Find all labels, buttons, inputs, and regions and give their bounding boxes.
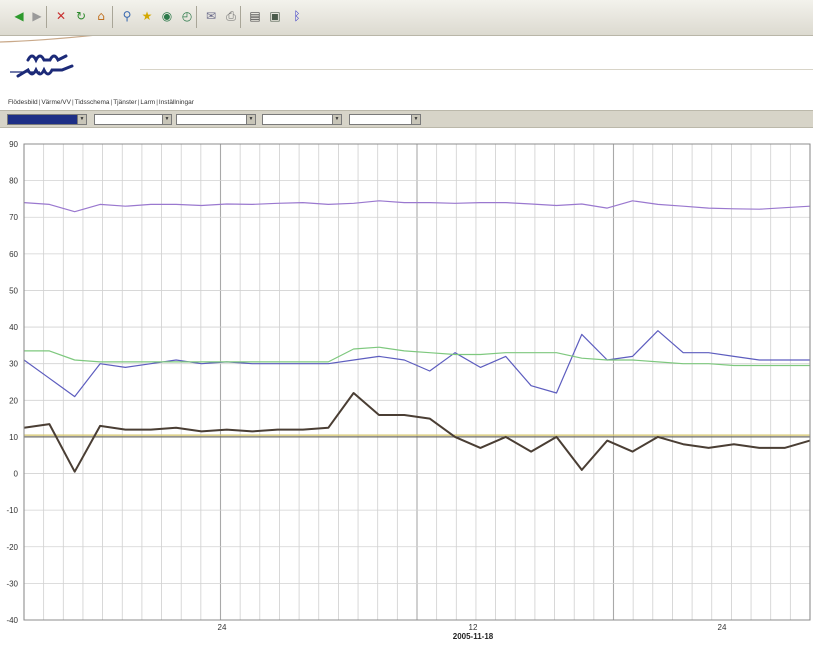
menu-item[interactable]: Tidsschema — [74, 99, 110, 106]
y-tick-label: 80 — [9, 177, 18, 186]
filter-select[interactable]: ▼ — [7, 114, 87, 125]
toolbar-separator — [46, 6, 47, 28]
header-divider — [140, 69, 813, 70]
home-icon[interactable]: ⌂ — [97, 9, 105, 23]
dropdown-arrow-icon[interactable]: ▼ — [246, 115, 255, 124]
plot-border — [23, 143, 811, 621]
y-tick-label: -10 — [6, 506, 18, 515]
filter-bar: ▼ ▼ ▼ ▼ ▼ — [0, 110, 813, 128]
series-line-1 — [23, 200, 811, 213]
y-tick-label: 90 — [9, 140, 18, 149]
y-tick-label: 30 — [9, 360, 18, 369]
y-tick-label: -20 — [6, 543, 18, 552]
refresh-icon[interactable]: ↻ — [75, 9, 87, 23]
mail-icon[interactable]: ✉ — [205, 9, 217, 23]
filter-select[interactable]: ▼ — [349, 114, 421, 125]
menu-separator: | — [38, 99, 41, 106]
menu-separator: | — [137, 99, 140, 106]
dropdown-arrow-icon[interactable]: ▼ — [411, 115, 420, 124]
filter-select[interactable]: ▼ — [94, 114, 172, 125]
history-icon[interactable]: ◴ — [181, 9, 193, 23]
alfa-laval-logo — [0, 36, 93, 78]
stop-icon[interactable]: ✕ — [55, 9, 67, 23]
print-icon[interactable]: ⎙ — [226, 9, 236, 23]
toolbar-separator — [112, 6, 113, 28]
menu-item[interactable]: Tjänster — [113, 99, 137, 106]
filter-select[interactable]: ▼ — [262, 114, 342, 125]
trend-chart: 90 80 70 60 50 40 30 20 10 0 -10 -20 -30 -40 24 12 24 200… — [6, 140, 811, 641]
series-line-6 — [23, 392, 811, 473]
favorites-icon[interactable]: ★ — [141, 9, 153, 23]
menu-item[interactable]: Inställningar — [158, 99, 194, 106]
dropdown-arrow-icon[interactable]: ▼ — [77, 115, 86, 124]
dropdown-arrow-icon[interactable]: ▼ — [162, 115, 171, 124]
header-logo-area — [0, 36, 813, 92]
menu-item[interactable]: Flödesbild — [8, 99, 38, 106]
browser-toolbar: ◀ ▶ ✕ ↻ ⌂ ⚲ ★ ◉ ◴ ✉ ⎙ ▤ ▣ ᛒ — [0, 0, 813, 36]
filter-select[interactable]: ▼ — [176, 114, 256, 125]
toolbar-separator — [240, 6, 241, 28]
menu-separator: | — [156, 99, 158, 106]
y-tick-label: 0 — [14, 470, 19, 479]
back-icon[interactable]: ◀ — [14, 9, 24, 23]
forward-icon[interactable]: ▶ — [32, 9, 42, 23]
menu-item[interactable]: Värme/VV — [41, 99, 71, 106]
y-tick-label: 40 — [9, 323, 18, 332]
series-line-3 — [24, 346, 810, 367]
y-tick-label: 70 — [9, 213, 18, 222]
x-date-label: 2005-11-18 — [453, 632, 494, 641]
dropdown-arrow-icon[interactable]: ▼ — [332, 115, 341, 124]
search-icon[interactable]: ⚲ — [122, 9, 132, 23]
media-icon[interactable]: ◉ — [161, 9, 173, 23]
menu-item[interactable]: Larm — [140, 99, 156, 106]
menu-separator: | — [71, 99, 74, 106]
y-tick-label: 10 — [9, 433, 18, 442]
toolbar-separator — [196, 6, 197, 28]
y-tick-label: -40 — [6, 616, 18, 625]
y-tick-label: 20 — [9, 396, 18, 405]
x-tick-label: 12 — [469, 623, 478, 632]
menu-separator: | — [110, 99, 113, 106]
series-line-2 — [23, 330, 810, 398]
x-tick-label: 24 — [718, 623, 727, 632]
y-tick-label: 60 — [9, 250, 18, 259]
y-tick-label: 50 — [9, 286, 18, 295]
edit-icon[interactable]: ▤ — [249, 9, 261, 23]
x-tick-label: 24 — [218, 623, 227, 632]
y-tick-label: -30 — [6, 579, 18, 588]
bluetooth-icon[interactable]: ᛒ — [293, 9, 301, 23]
main-menu: Flödesbild|Värme/VV|Tidsschema|Tjänster|… — [8, 99, 194, 109]
discuss-icon[interactable]: ▣ — [269, 9, 281, 23]
